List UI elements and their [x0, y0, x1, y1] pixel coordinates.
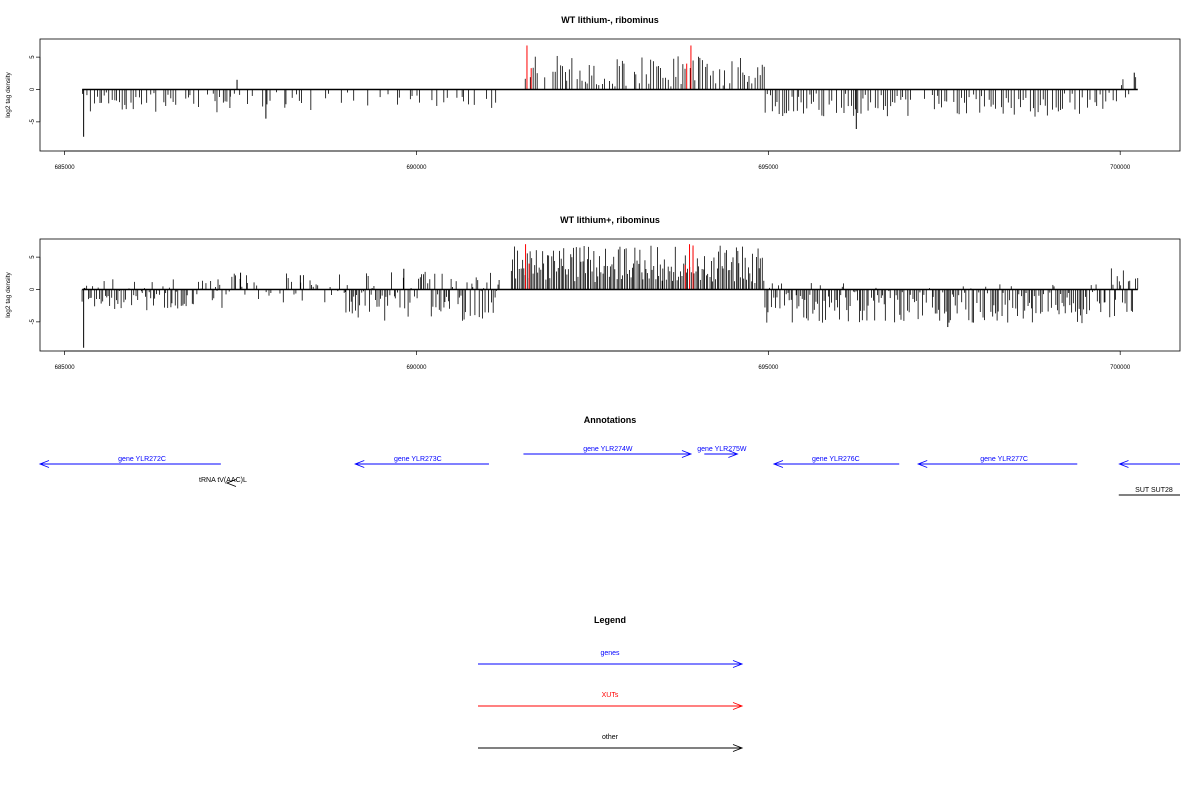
y-axis-label: log2 tag density — [5, 271, 12, 317]
legend: Legend genes XUTs other — [478, 615, 744, 752]
annotation-features: gene YLR272C tRNA tV(AAC)L gene YLR273C gen… — [38, 446, 1180, 496]
legend-title: Legend — [594, 615, 626, 625]
annotation-feature: gene YLR274W — [523, 446, 693, 458]
legend-label: genes — [600, 650, 620, 657]
legend-item: XUTs — [478, 692, 744, 710]
annotation-feature: tRNA tV(AAC)L — [199, 477, 247, 487]
track-panel-lithium-plus: WT lithium+, ribominus log2 tag density … — [5, 215, 1181, 371]
y-tick-label: -5 — [30, 119, 36, 125]
strand-arrowhead — [772, 460, 784, 468]
annotation-label: gene YLR277C — [980, 456, 1028, 463]
x-tick-label: 695000 — [758, 365, 779, 371]
annotation-feature: gene YLR277C — [916, 456, 1078, 468]
annotation-label: gene YLR276C — [812, 456, 860, 463]
annotation-feature — [1118, 460, 1180, 468]
annotation-label: gene YLR275W — [697, 446, 747, 453]
annotation-feature: gene YLR272C — [38, 456, 221, 468]
y-axis-label: log2 tag density — [5, 71, 12, 117]
panel-title: WT lithium+, ribominus — [560, 215, 660, 225]
legend-label: other — [602, 734, 619, 741]
x-tick-label: 690000 — [406, 165, 427, 171]
strand-arrowhead — [732, 702, 744, 710]
x-axis: 685000 690000 695000 700000 — [55, 150, 1131, 171]
strand-arrowhead — [916, 460, 928, 468]
annotation-feature: gene YLR275W — [697, 446, 747, 458]
signal-bars — [81, 244, 1139, 348]
x-tick-label: 685000 — [55, 165, 76, 171]
x-tick-label: 700000 — [1110, 365, 1131, 371]
panel-title: WT lithium-, ribominus — [561, 15, 659, 25]
strand-arrowhead — [728, 450, 739, 458]
annotation-label: gene YLR274W — [583, 446, 633, 453]
strand-arrowhead — [732, 744, 744, 752]
annotation-feature: gene YLR276C — [772, 456, 900, 468]
legend-items: genes XUTs other — [478, 650, 744, 752]
annotation-label: gene YLR272C — [118, 456, 166, 463]
legend-item: genes — [478, 650, 744, 668]
annotation-feature: gene YLR273C — [354, 456, 489, 468]
x-tick-label: 685000 — [55, 365, 76, 371]
x-axis: 685000 690000 695000 700000 — [55, 350, 1131, 371]
x-tick-label: 690000 — [406, 365, 427, 371]
strand-arrowhead — [732, 660, 744, 668]
x-tick-label: 700000 — [1110, 165, 1131, 171]
legend-label: XUTs — [602, 692, 619, 699]
y-tick-label: -5 — [30, 319, 36, 325]
strand-arrowhead — [1118, 460, 1129, 468]
y-axis: 5 0 -5 — [30, 255, 41, 325]
x-tick-label: 695000 — [758, 165, 779, 171]
legend-item: other — [478, 734, 744, 752]
plot-frame — [39, 38, 1181, 152]
annotations-title: Annotations — [584, 415, 637, 425]
annotation-feature: SUT SUT28 — [1118, 487, 1180, 496]
y-tick-label: 0 — [30, 87, 36, 91]
y-tick-label: 5 — [30, 55, 36, 59]
annotation-label: tRNA tV(AAC)L — [199, 477, 247, 484]
plot-frame — [39, 238, 1181, 352]
track-panel-lithium-minus: WT lithium-, ribominus log2 tag density … — [5, 15, 1181, 171]
annotation-label: gene YLR273C — [394, 456, 442, 463]
strand-arrowhead — [681, 450, 693, 458]
strand-arrowhead — [354, 460, 365, 468]
y-tick-label: 0 — [30, 287, 36, 291]
strand-arrowhead — [225, 479, 237, 487]
annotation-label: SUT SUT28 — [1135, 487, 1173, 494]
signal-bars — [81, 45, 1138, 137]
y-axis: 5 0 -5 — [30, 55, 41, 125]
strand-arrowhead — [38, 460, 50, 468]
y-tick-label: 5 — [30, 255, 36, 259]
